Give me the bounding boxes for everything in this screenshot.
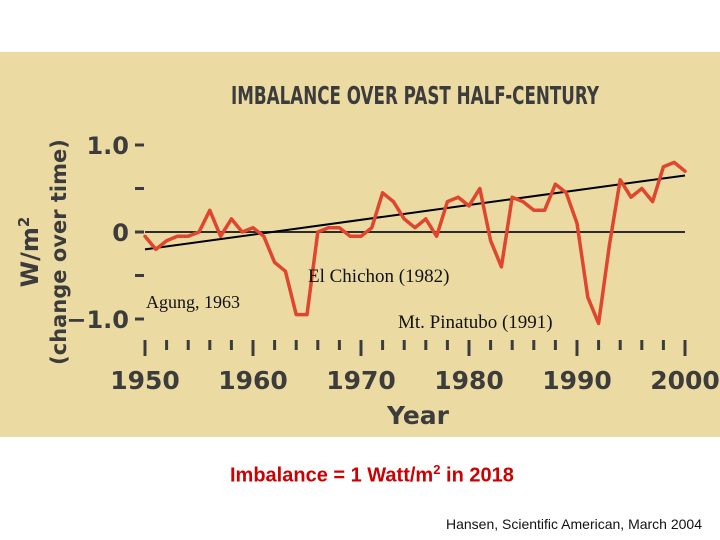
y-tick-label: −1.0: [66, 306, 129, 334]
chart-panel: IMBALANCE OVER PAST HALF-CENTURY W/m2 (c…: [0, 52, 720, 437]
annotation-label: Agung, 1963: [146, 292, 240, 312]
x-tick-label: 1950: [110, 366, 180, 395]
y-tick-label: 0: [112, 219, 129, 247]
imbalance-statement: Imbalance = 1 Watt/m2 in 2018: [230, 462, 650, 488]
y-axis-label-sup: 2: [15, 217, 33, 227]
x-tick-label: 1960: [218, 366, 288, 395]
imbalance-statement-prefix: Imbalance = 1 Watt/m: [230, 464, 434, 487]
y-axis-label: W/m2 (change over time): [15, 139, 71, 365]
y-axis-label-main: W/m: [16, 227, 44, 287]
annotation-label: Mt. Pinatubo (1991): [398, 312, 553, 333]
x-tick-label: 1990: [542, 366, 612, 395]
x-tick-label: 1980: [434, 366, 504, 395]
x-axis-label: Year: [386, 401, 450, 430]
imbalance-statement-sup: 2: [433, 462, 441, 477]
trend-line: [144, 174, 686, 251]
x-tick-label: 2000: [650, 366, 720, 395]
chart-title: IMBALANCE OVER PAST HALF-CENTURY: [231, 81, 600, 110]
annotation-label: El Chichon (1982): [308, 266, 449, 287]
x-tick-label: 1970: [326, 366, 396, 395]
source-citation: Hansen, Scientific American, March 2004: [445, 516, 702, 532]
imbalance-statement-suffix: in 2018: [440, 464, 514, 487]
imbalance-chart: IMBALANCE OVER PAST HALF-CENTURY W/m2 (c…: [15, 81, 720, 430]
y-axis-label-sub: (change over time): [47, 139, 71, 365]
svg-text:W/m2: W/m2: [15, 217, 44, 288]
series-line: [143, 160, 687, 326]
y-tick-label: 1.0: [86, 132, 129, 160]
